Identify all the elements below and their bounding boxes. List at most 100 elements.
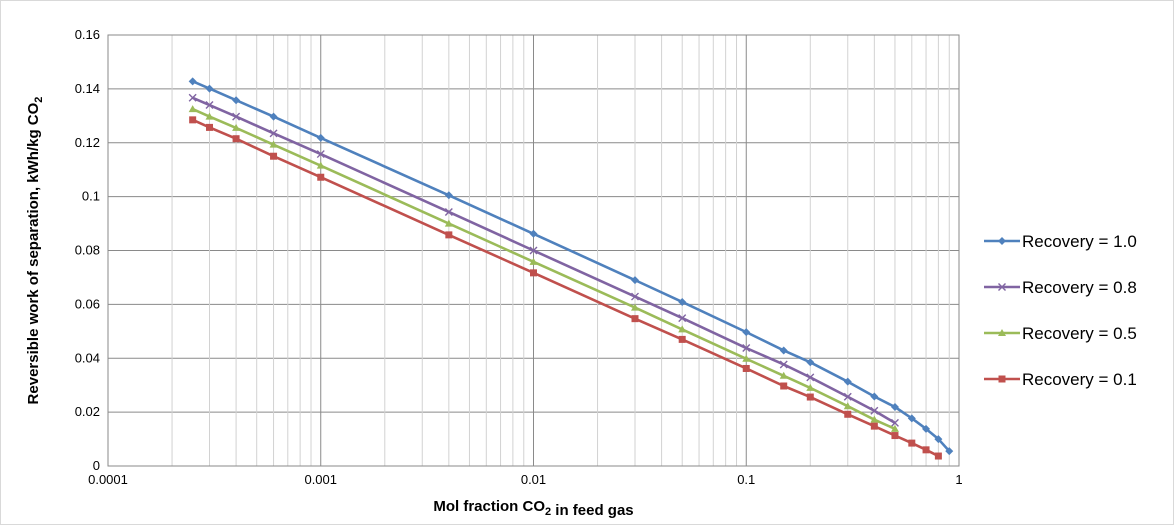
data-point bbox=[843, 402, 852, 410]
legend-label: Recovery = 1.0 bbox=[1022, 232, 1137, 251]
data-point bbox=[890, 424, 899, 432]
y-tick-label: 0 bbox=[93, 458, 100, 473]
x-axis-tick-labels: 0.0001 0.001 0.01 0.1 1 bbox=[88, 472, 963, 487]
data-point bbox=[891, 432, 899, 440]
legend-marker bbox=[998, 283, 1006, 291]
series-line bbox=[192, 96, 896, 425]
data-point bbox=[529, 257, 538, 265]
data-point bbox=[870, 415, 879, 423]
marker-stroke bbox=[870, 406, 879, 415]
marker-stroke bbox=[843, 392, 852, 401]
data-point bbox=[316, 133, 325, 142]
marker-stroke bbox=[232, 112, 241, 121]
legend-label: Recovery = 0.5 bbox=[1022, 324, 1137, 343]
data-point bbox=[844, 410, 852, 418]
data-point bbox=[934, 435, 943, 444]
marker-stroke bbox=[269, 129, 278, 138]
data-point bbox=[444, 191, 453, 200]
marker-stroke bbox=[444, 207, 453, 216]
x-axis-title: Mol fraction CO2 in feed gas bbox=[433, 498, 633, 519]
y-axis-title: Reversible work of separation, kWh/kg CO… bbox=[25, 97, 45, 405]
data-point bbox=[444, 219, 453, 227]
data-point bbox=[742, 328, 751, 337]
marker-stroke bbox=[779, 360, 788, 369]
legend-item: Recovery = 0.5 bbox=[984, 324, 1137, 343]
marker-stroke bbox=[316, 150, 325, 159]
data-point bbox=[631, 303, 640, 311]
y-tick-label: 0.14 bbox=[75, 81, 100, 96]
data-point bbox=[189, 116, 197, 124]
data-point bbox=[843, 377, 852, 386]
legend-item: Recovery = 1.0 bbox=[984, 232, 1137, 251]
marker-stroke bbox=[998, 283, 1006, 291]
data-point bbox=[742, 364, 750, 372]
y-tick-label: 0.06 bbox=[75, 296, 100, 311]
data-point bbox=[806, 373, 815, 382]
legend-item: Recovery = 0.8 bbox=[984, 278, 1137, 297]
series-line bbox=[192, 107, 896, 431]
marker-stroke bbox=[205, 101, 214, 110]
marker-stroke bbox=[529, 246, 538, 255]
data-point bbox=[945, 447, 954, 456]
marker-stroke bbox=[806, 373, 815, 382]
data-point bbox=[631, 315, 639, 323]
x-tick-label: 1 bbox=[955, 472, 962, 487]
legend-marker bbox=[998, 375, 1006, 383]
data-point bbox=[232, 96, 241, 105]
data-point bbox=[206, 123, 214, 131]
data-point bbox=[922, 446, 930, 454]
y-tick-label: 0.02 bbox=[75, 404, 100, 419]
data-point bbox=[529, 246, 538, 255]
data-point bbox=[316, 161, 325, 169]
x-tick-label: 0.01 bbox=[521, 472, 546, 487]
data-point bbox=[631, 276, 640, 285]
data-point bbox=[631, 292, 640, 301]
marker-stroke bbox=[890, 418, 899, 427]
data-point bbox=[270, 152, 278, 160]
data-point bbox=[232, 112, 241, 121]
data-point bbox=[188, 105, 197, 113]
marker-stroke bbox=[678, 314, 687, 323]
series-recovery-0-5 bbox=[188, 105, 899, 432]
data-point bbox=[445, 231, 453, 239]
data-point bbox=[678, 335, 686, 343]
x-tick-label: 0.001 bbox=[304, 472, 337, 487]
plot-area bbox=[107, 34, 960, 467]
data-point bbox=[530, 269, 537, 277]
legend-label: Recovery = 0.8 bbox=[1022, 278, 1137, 297]
data-point bbox=[870, 422, 878, 430]
data-point bbox=[678, 297, 687, 306]
data-point bbox=[806, 358, 815, 367]
data-point bbox=[678, 314, 687, 323]
series-recovery-1-0 bbox=[188, 77, 954, 456]
marker-stroke bbox=[742, 344, 751, 353]
gridlines bbox=[107, 34, 960, 467]
data-point bbox=[205, 84, 214, 93]
data-point bbox=[806, 383, 815, 391]
data-point bbox=[269, 140, 278, 148]
y-tick-label: 0.12 bbox=[75, 135, 100, 150]
data-point bbox=[779, 346, 788, 355]
data-point bbox=[934, 452, 942, 460]
y-tick-label: 0.1 bbox=[82, 189, 100, 204]
data-point bbox=[205, 101, 214, 110]
data-point bbox=[779, 360, 788, 369]
series-recovery-0-8 bbox=[188, 93, 899, 427]
series-layer bbox=[188, 77, 954, 460]
data-point bbox=[922, 424, 931, 433]
data-point bbox=[317, 173, 325, 181]
data-point bbox=[907, 414, 916, 423]
series-line bbox=[192, 118, 939, 458]
data-point bbox=[742, 344, 751, 353]
data-point bbox=[890, 418, 899, 427]
data-point bbox=[269, 129, 278, 138]
data-point bbox=[806, 393, 814, 401]
data-point bbox=[870, 406, 879, 415]
data-point bbox=[444, 207, 453, 216]
data-point bbox=[678, 325, 687, 333]
data-point bbox=[188, 93, 197, 102]
legend-marker bbox=[998, 329, 1006, 336]
legend-item: Recovery = 0.1 bbox=[984, 370, 1137, 389]
